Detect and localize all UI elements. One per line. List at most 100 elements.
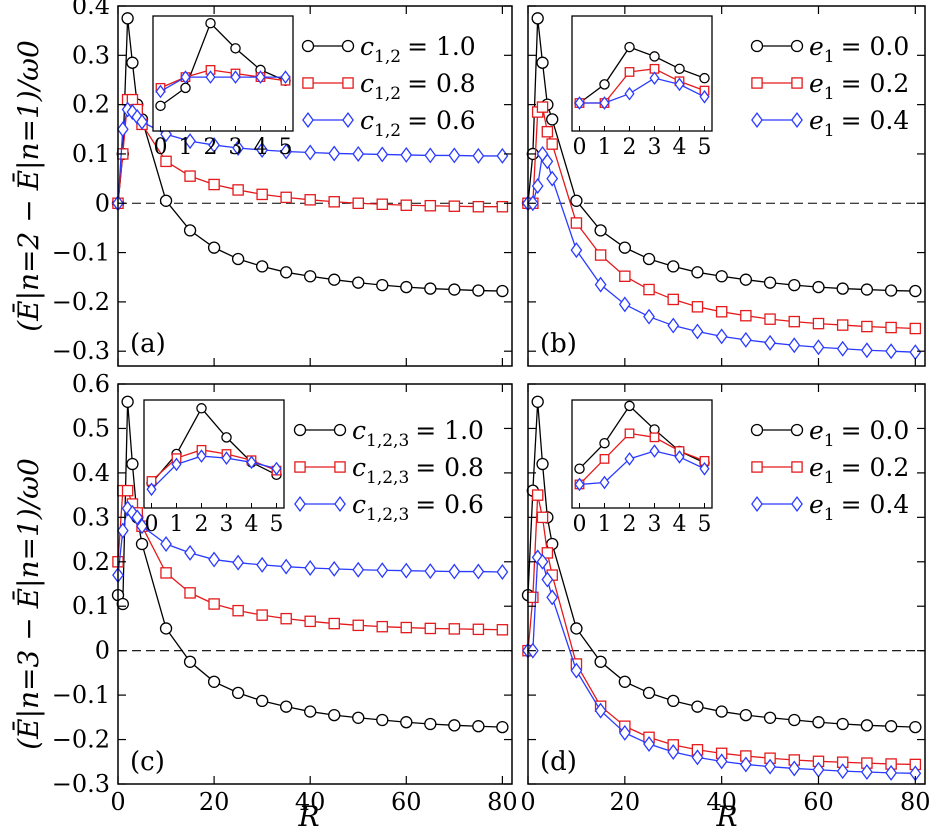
series-blue-point <box>424 563 437 580</box>
series-red-point <box>256 609 268 621</box>
series-red-point <box>667 293 679 306</box>
series-red-point <box>536 101 549 113</box>
series-blue-point <box>715 753 728 770</box>
legend-marker <box>293 423 307 437</box>
series-black-point <box>159 194 173 207</box>
inset-x-tick-label: 3 <box>229 135 243 160</box>
plot-frame <box>117 383 513 785</box>
inset-series-blue-point <box>221 451 232 465</box>
series-red-point <box>472 623 485 636</box>
legend-label: e1 = 0.2 <box>809 69 909 104</box>
series-black-point <box>280 700 293 713</box>
series-blue-point <box>764 758 776 775</box>
series-black-point <box>496 720 509 734</box>
series-black-point <box>570 194 583 207</box>
legend-marker <box>750 423 764 437</box>
inset-frame <box>143 399 285 509</box>
series-black-point <box>135 537 149 551</box>
series-black-point <box>836 717 849 731</box>
legend-marker <box>301 39 315 53</box>
series-blue-point <box>126 104 139 121</box>
series-red-point <box>256 188 268 201</box>
legend-marker <box>334 461 346 473</box>
series-red-point <box>909 322 922 335</box>
legend-label: e1 = 0.4 <box>809 106 909 141</box>
y-tick-label: 0 <box>95 189 110 217</box>
series-red-point <box>570 217 583 229</box>
series-blue-point <box>352 561 365 578</box>
inset-series-blue-point <box>649 444 660 458</box>
series-red-point <box>812 317 825 330</box>
series-red-point <box>352 619 364 632</box>
inset-series-blue-point <box>599 475 610 490</box>
series-blue-point <box>860 764 873 780</box>
series-black-point <box>812 280 825 294</box>
inset-x-tick-label: 5 <box>270 512 284 537</box>
inset-series-black-point <box>155 100 166 112</box>
inset-series-blue-point <box>246 455 257 470</box>
series-black-point <box>909 720 922 734</box>
series-red-point <box>541 547 554 559</box>
series-black-point <box>788 713 801 727</box>
legend-marker <box>751 496 763 512</box>
legend-d: e1 = 0.0e1 = 0.2e1 = 0.4 <box>750 416 909 525</box>
series-blue-point <box>594 276 607 293</box>
series-black-point <box>763 711 777 724</box>
series-blue-line <box>528 152 916 353</box>
legend-marker <box>302 112 314 128</box>
x-tick-label: 0 <box>520 788 535 816</box>
series-black-point <box>472 720 485 733</box>
inset-series-red-point <box>649 432 660 443</box>
series-black-point <box>496 284 509 298</box>
y-tick-label: 0.3 <box>72 41 110 69</box>
series-black-point <box>207 241 221 254</box>
series-blue-point <box>424 147 437 164</box>
inset-series-black-point <box>180 82 191 94</box>
inset-series-black-point <box>624 400 635 412</box>
inset-series-blue-point <box>255 70 266 84</box>
legend-label: c1,2 = 0.8 <box>360 69 476 104</box>
series-black-point <box>739 708 753 722</box>
series-black-point <box>328 273 341 286</box>
panel-d: 0 20 40 60 800 1 2 3 4 5e1 = 0.0e1 = 0.2e1 = 0.4(d) <box>520 383 931 816</box>
inset-series-blue-point <box>205 70 216 84</box>
series-black-point <box>788 278 801 292</box>
series-black-point <box>536 56 549 69</box>
inset-background <box>153 16 293 131</box>
series-red-point <box>496 200 509 213</box>
series-blue-point <box>691 323 704 340</box>
inset-series-black-point <box>196 403 207 414</box>
y-tick-label: 0.2 <box>72 548 110 576</box>
series-blue-point <box>667 744 680 760</box>
series-black-point <box>183 224 197 237</box>
panel-b: 0 1 2 3 4 5 e1 = 0.0e1 = 0.2e1 = 0.4 (b) <box>521 5 926 367</box>
series-black-point <box>618 241 631 254</box>
series-red-point <box>304 615 316 628</box>
inset-series-red-point <box>624 67 635 77</box>
legend-marker <box>294 496 306 512</box>
legend-marker <box>790 423 804 437</box>
inset-x-tick-label: 2 <box>204 135 218 160</box>
series-red-point <box>232 184 244 196</box>
series-black-point <box>231 686 245 700</box>
series-black-point <box>531 395 544 408</box>
series-red-point <box>352 197 364 210</box>
x-tick-label: 40 <box>706 788 737 816</box>
series-blue-point <box>860 342 873 359</box>
inset-series-blue-point <box>171 457 182 472</box>
y-tick-label: −0.3 <box>52 770 110 798</box>
inset-series-blue-point <box>699 461 710 476</box>
y-tick-label: 0.6 <box>72 370 110 398</box>
inset-series-black-point <box>599 437 610 449</box>
series-blue-point <box>667 317 680 334</box>
series-black-point <box>280 266 293 279</box>
series-black-point <box>570 622 583 635</box>
series-blue-point <box>472 563 485 580</box>
series-red-point <box>861 320 873 333</box>
inset-series-blue-point <box>674 450 685 464</box>
series-red-point <box>400 199 413 211</box>
legend-marker <box>791 77 803 89</box>
inset-series-blue-point <box>624 86 635 101</box>
inset-background <box>144 400 284 508</box>
